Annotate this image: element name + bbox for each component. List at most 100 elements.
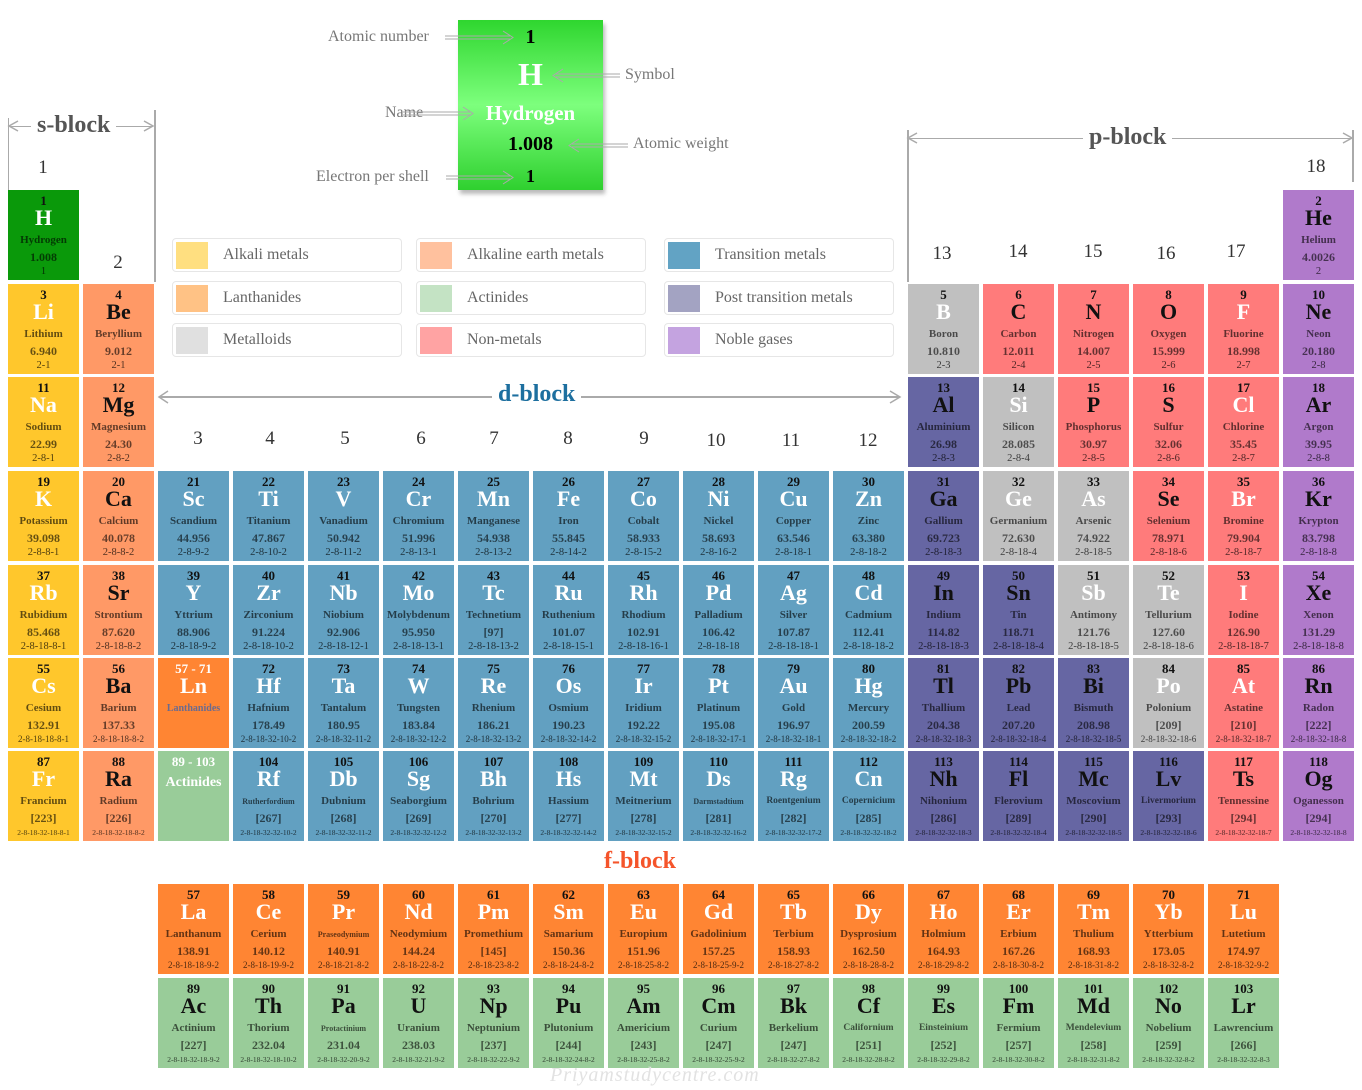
- element-cell-er[interactable]: 68 Er Erbium 167.26 2-8-18-30-8-2: [983, 884, 1054, 974]
- element-cell-bi[interactable]: 83 Bi Bismuth 208.98 2-8-18-32-18-5: [1058, 658, 1129, 748]
- placeholder-actinides[interactable]: 89 - 103 Actinides: [158, 751, 229, 841]
- element-cell-ne[interactable]: 10 Ne Neon 20.180 2-8: [1283, 284, 1354, 374]
- element-cell-ge[interactable]: 32 Ge Germanium 72.630 2-8-18-4: [983, 471, 1054, 561]
- element-cell-pm[interactable]: 61 Pm Promethium [145] 2-8-18-23-8-2: [458, 884, 529, 974]
- element-cell-eu[interactable]: 63 Eu Europium 151.96 2-8-18-25-8-2: [608, 884, 679, 974]
- element-cell-cm[interactable]: 96 Cm Curium [247] 2-8-18-32-25-9-2: [683, 978, 754, 1068]
- element-cell-sn[interactable]: 50 Sn Tin 118.71 2-8-18-18-4: [983, 565, 1054, 655]
- element-cell-mt[interactable]: 109 Mt Meitnerium [278] 2-8-18-32-32-15-2: [608, 751, 679, 841]
- element-cell-cr[interactable]: 24 Cr Chromium 51.996 2-8-13-1: [383, 471, 454, 561]
- element-cell-th[interactable]: 90 Th Thorium 232.04 2-8-18-32-18-10-2: [233, 978, 304, 1068]
- element-cell-rb[interactable]: 37 Rb Rubidium 85.468 2-8-18-8-1: [8, 565, 79, 655]
- element-cell-sr[interactable]: 38 Sr Strontium 87.620 2-8-18-8-2: [83, 565, 154, 655]
- element-cell-mc[interactable]: 115 Mc Moscovium [290] 2-8-18-32-32-18-5: [1058, 751, 1129, 841]
- element-cell-ag[interactable]: 47 Ag Silver 107.87 2-8-18-18-1: [758, 565, 829, 655]
- element-cell-c[interactable]: 6 C Carbon 12.011 2-4: [983, 284, 1054, 374]
- element-cell-au[interactable]: 79 Au Gold 196.97 2-8-18-32-18-1: [758, 658, 829, 748]
- element-cell-v[interactable]: 23 V Vanadium 50.942 2-8-11-2: [308, 471, 379, 561]
- element-cell-co[interactable]: 27 Co Cobalt 58.933 2-8-15-2: [608, 471, 679, 561]
- element-cell-ni[interactable]: 28 Ni Nickel 58.693 2-8-16-2: [683, 471, 754, 561]
- element-cell-nb[interactable]: 41 Nb Niobium 92.906 2-8-18-12-1: [308, 565, 379, 655]
- element-cell-pb[interactable]: 82 Pb Lead 207.20 2-8-18-32-18-4: [983, 658, 1054, 748]
- element-cell-hf[interactable]: 72 Hf Hafnium 178.49 2-8-18-32-10-2: [233, 658, 304, 748]
- element-cell-ti[interactable]: 22 Ti Titanium 47.867 2-8-10-2: [233, 471, 304, 561]
- element-cell-tl[interactable]: 81 Tl Thallium 204.38 2-8-18-32-18-3: [908, 658, 979, 748]
- element-cell-te[interactable]: 52 Te Tellurium 127.60 2-8-18-18-6: [1133, 565, 1204, 655]
- element-cell-cf[interactable]: 98 Cf Californium [251] 2-8-18-32-28-8-2: [833, 978, 904, 1068]
- element-cell-ce[interactable]: 58 Ce Cerium 140.12 2-8-18-19-9-2: [233, 884, 304, 974]
- element-cell-nd[interactable]: 60 Nd Neodymium 144.24 2-8-18-22-8-2: [383, 884, 454, 974]
- element-cell-sg[interactable]: 106 Sg Seaborgium [269] 2-8-18-32-32-12-2: [383, 751, 454, 841]
- element-cell-he[interactable]: 2 He Helium 4.0026 2: [1283, 190, 1354, 280]
- element-cell-i[interactable]: 53 I Iodine 126.90 2-8-18-18-7: [1208, 565, 1279, 655]
- element-cell-np[interactable]: 93 Np Neptunium [237] 2-8-18-32-22-9-2: [458, 978, 529, 1068]
- element-cell-bk[interactable]: 97 Bk Berkelium [247] 2-8-18-32-27-8-2: [758, 978, 829, 1068]
- element-cell-pa[interactable]: 91 Pa Protactinium 231.04 2-8-18-32-20-9-2: [308, 978, 379, 1068]
- element-cell-ds[interactable]: 110 Ds Darmstadtium [281] 2-8-18-32-32-16-2: [683, 751, 754, 841]
- element-cell-na[interactable]: 11 Na Sodium 22.99 2-8-1: [8, 377, 79, 467]
- element-cell-be[interactable]: 4 Be Beryllium 9.012 2-1: [83, 284, 154, 374]
- element-cell-zr[interactable]: 40 Zr Zirconium 91.224 2-8-18-10-2: [233, 565, 304, 655]
- element-cell-pd[interactable]: 46 Pd Palladium 106.42 2-8-18-18: [683, 565, 754, 655]
- element-cell-hg[interactable]: 80 Hg Mercury 200.59 2-8-18-32-18-2: [833, 658, 904, 748]
- element-cell-at[interactable]: 85 At Astatine [210] 2-8-18-32-18-7: [1208, 658, 1279, 748]
- element-cell-ts[interactable]: 117 Ts Tennessine [294] 2-8-18-32-32-18-7: [1208, 751, 1279, 841]
- element-cell-in[interactable]: 49 In Indium 114.82 2-8-18-18-3: [908, 565, 979, 655]
- element-cell-ta[interactable]: 73 Ta Tantalum 180.95 2-8-18-32-11-2: [308, 658, 379, 748]
- element-cell-al[interactable]: 13 Al Aluminium 26.98 2-8-3: [908, 377, 979, 467]
- element-cell-li[interactable]: 3 Li Lithium 6.940 2-1: [8, 284, 79, 374]
- element-cell-kr[interactable]: 36 Kr Krypton 83.798 2-8-18-8: [1283, 471, 1354, 561]
- element-cell-se[interactable]: 34 Se Selenium 78.971 2-8-18-6: [1133, 471, 1204, 561]
- element-cell-fm[interactable]: 100 Fm Fermium [257] 2-8-18-32-30-8-2: [983, 978, 1054, 1068]
- element-cell-ar[interactable]: 18 Ar Argon 39.95 2-8-8: [1283, 377, 1354, 467]
- element-cell-pu[interactable]: 94 Pu Plutonium [244] 2-8-18-32-24-8-2: [533, 978, 604, 1068]
- element-cell-cs[interactable]: 55 Cs Cesium 132.91 2-8-18-18-8-1: [8, 658, 79, 748]
- element-cell-rh[interactable]: 45 Rh Rhodium 102.91 2-8-18-16-1: [608, 565, 679, 655]
- element-cell-am[interactable]: 95 Am Americium [243] 2-8-18-32-25-8-2: [608, 978, 679, 1068]
- element-cell-n[interactable]: 7 N Nitrogen 14.007 2-5: [1058, 284, 1129, 374]
- element-cell-ac[interactable]: 89 Ac Actinium [227] 2-8-18-32-18-9-2: [158, 978, 229, 1068]
- element-cell-h[interactable]: 1 H Hydrogen 1.008 1: [8, 190, 79, 280]
- element-cell-xe[interactable]: 54 Xe Xenon 131.29 2-8-18-18-8: [1283, 565, 1354, 655]
- element-cell-sc[interactable]: 21 Sc Scandium 44.956 2-8-9-2: [158, 471, 229, 561]
- element-cell-po[interactable]: 84 Po Polonium [209] 2-8-18-32-18-6: [1133, 658, 1204, 748]
- element-cell-ra[interactable]: 88 Ra Radium [226] 2-8-18-32-18-8-2: [83, 751, 154, 841]
- element-cell-y[interactable]: 39 Y Yttrium 88.906 2-8-18-9-2: [158, 565, 229, 655]
- element-cell-ga[interactable]: 31 Ga Gallium 69.723 2-8-18-3: [908, 471, 979, 561]
- element-cell-s[interactable]: 16 S Sulfur 32.06 2-8-6: [1133, 377, 1204, 467]
- element-cell-sb[interactable]: 51 Sb Antimony 121.76 2-8-18-18-5: [1058, 565, 1129, 655]
- element-cell-lu[interactable]: 71 Lu Lutetium 174.97 2-8-18-32-9-2: [1208, 884, 1279, 974]
- element-cell-fl[interactable]: 114 Fl Flerovium [289] 2-8-18-32-32-18-4: [983, 751, 1054, 841]
- element-cell-lv[interactable]: 116 Lv Livermorium [293] 2-8-18-32-32-18-6: [1133, 751, 1204, 841]
- element-cell-ca[interactable]: 20 Ca Calcium 40.078 2-8-8-2: [83, 471, 154, 561]
- element-cell-pt[interactable]: 78 Pt Platinum 195.08 2-8-18-32-17-1: [683, 658, 754, 748]
- element-cell-fr[interactable]: 87 Fr Francium [223] 2-8-18-32-18-8-1: [8, 751, 79, 841]
- element-cell-sm[interactable]: 62 Sm Samarium 150.36 2-8-18-24-8-2: [533, 884, 604, 974]
- element-cell-p[interactable]: 15 P Phosphorus 30.97 2-8-5: [1058, 377, 1129, 467]
- element-cell-cd[interactable]: 48 Cd Cadmium 112.41 2-8-18-18-2: [833, 565, 904, 655]
- element-cell-db[interactable]: 105 Db Dubnium [268] 2-8-18-32-32-11-2: [308, 751, 379, 841]
- element-cell-md[interactable]: 101 Md Mendelevium [258] 2-8-18-32-31-8-2: [1058, 978, 1129, 1068]
- element-cell-o[interactable]: 8 O Oxygen 15.999 2-6: [1133, 284, 1204, 374]
- element-cell-re[interactable]: 75 Re Rhenium 186.21 2-8-18-32-13-2: [458, 658, 529, 748]
- element-cell-u[interactable]: 92 U Uranium 238.03 2-8-18-32-21-9-2: [383, 978, 454, 1068]
- element-cell-as[interactable]: 33 As Arsenic 74.922 2-8-18-5: [1058, 471, 1129, 561]
- element-cell-cu[interactable]: 29 Cu Copper 63.546 2-8-18-1: [758, 471, 829, 561]
- element-cell-ir[interactable]: 77 Ir Iridium 192.22 2-8-18-32-15-2: [608, 658, 679, 748]
- element-cell-k[interactable]: 19 K Potassium 39.098 2-8-8-1: [8, 471, 79, 561]
- element-cell-tb[interactable]: 65 Tb Terbium 158.93 2-8-18-27-8-2: [758, 884, 829, 974]
- element-cell-pr[interactable]: 59 Pr Praseodymium 140.91 2-8-18-21-8-2: [308, 884, 379, 974]
- element-cell-bh[interactable]: 107 Bh Bohrium [270] 2-8-18-32-32-13-2: [458, 751, 529, 841]
- element-cell-tm[interactable]: 69 Tm Thulium 168.93 2-8-18-31-8-2: [1058, 884, 1129, 974]
- element-cell-mg[interactable]: 12 Mg Magnesium 24.30 2-8-2: [83, 377, 154, 467]
- element-cell-hs[interactable]: 108 Hs Hassium [277] 2-8-18-32-32-14-2: [533, 751, 604, 841]
- element-cell-mo[interactable]: 42 Mo Molybdenum 95.950 2-8-18-13-1: [383, 565, 454, 655]
- element-cell-f[interactable]: 9 F Fluorine 18.998 2-7: [1208, 284, 1279, 374]
- element-cell-rn[interactable]: 86 Rn Radon [222] 2-8-18-32-18-8: [1283, 658, 1354, 748]
- element-cell-la[interactable]: 57 La Lanthanum 138.91 2-8-18-18-9-2: [158, 884, 229, 974]
- element-cell-no[interactable]: 102 No Nobelium [259] 2-8-18-32-32-8-2: [1133, 978, 1204, 1068]
- element-cell-cn[interactable]: 112 Cn Copernicium [285] 2-8-18-32-32-18-2: [833, 751, 904, 841]
- element-cell-rg[interactable]: 111 Rg Roentgenium [282] 2-8-18-32-32-17-2: [758, 751, 829, 841]
- placeholder-lanthanides[interactable]: 57 - 71 Ln Lanthanides: [158, 658, 229, 748]
- element-cell-cl[interactable]: 17 Cl Chlorine 35.45 2-8-7: [1208, 377, 1279, 467]
